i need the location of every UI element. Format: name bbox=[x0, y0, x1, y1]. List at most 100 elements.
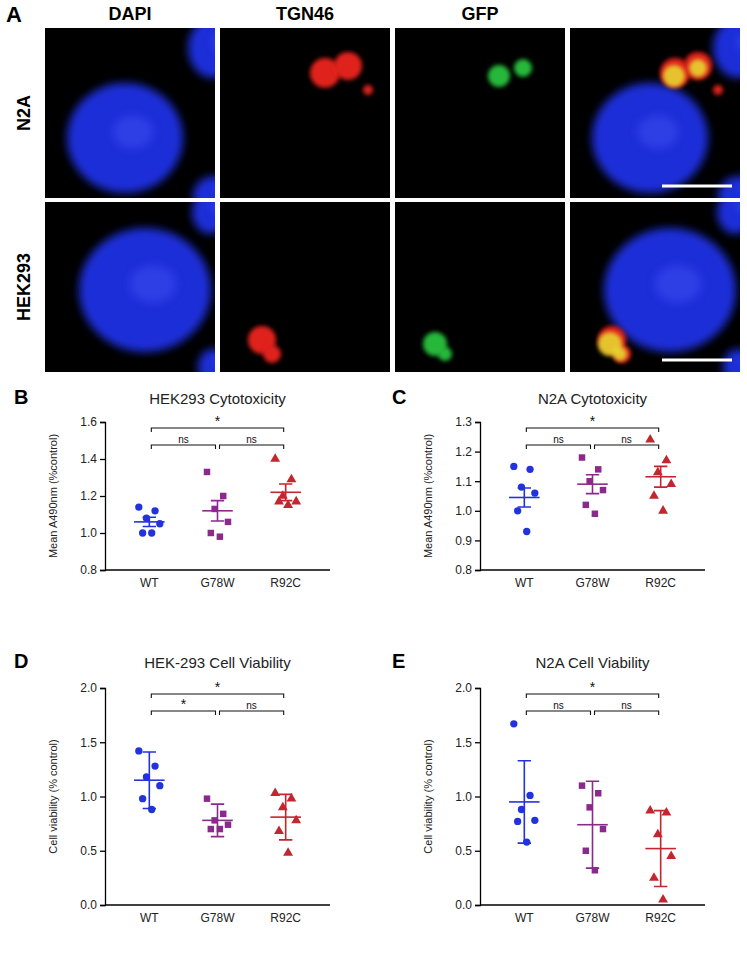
error-bar bbox=[654, 811, 667, 887]
data-point bbox=[600, 487, 606, 493]
y-axis: 0.00.51.01.52.0 bbox=[455, 681, 480, 912]
x-tick: R92C bbox=[270, 570, 301, 590]
nucleus-texture bbox=[638, 116, 679, 149]
significance-bracket bbox=[595, 711, 659, 715]
data-point bbox=[135, 503, 142, 510]
y-tick-mark bbox=[475, 688, 480, 689]
data-point bbox=[135, 747, 142, 754]
micrograph bbox=[395, 202, 565, 372]
data-point bbox=[220, 811, 226, 817]
panel-a: ADAPITGN46GFPN2AHEK293 bbox=[6, 2, 747, 385]
gfp-signal bbox=[663, 65, 685, 87]
y-tick-mark bbox=[100, 851, 105, 852]
gfp-signal bbox=[514, 59, 532, 77]
data-point bbox=[139, 795, 146, 802]
data-point bbox=[583, 848, 589, 854]
y-axis-title: Mean A490nm (%control) bbox=[47, 434, 59, 558]
significance-label: * bbox=[590, 679, 596, 695]
data-point bbox=[526, 466, 533, 473]
nucleus bbox=[592, 83, 708, 193]
data-point bbox=[148, 529, 155, 536]
y-tick-mark bbox=[475, 540, 480, 541]
significance-bracket bbox=[595, 445, 659, 449]
error-bar bbox=[518, 761, 531, 843]
nucleus bbox=[717, 202, 740, 234]
x-tick-label: WT bbox=[140, 576, 159, 590]
y-tick: 1.3 bbox=[455, 415, 480, 429]
y-tick-label: 0.0 bbox=[80, 898, 97, 912]
data-point bbox=[666, 850, 676, 859]
significance: *nsns bbox=[526, 413, 658, 449]
error-bar bbox=[143, 517, 156, 526]
row-label: N2A bbox=[14, 95, 34, 131]
nucleus-texture bbox=[212, 202, 215, 213]
y-tick-mark bbox=[100, 796, 105, 797]
panel-label: B bbox=[14, 386, 28, 408]
significance-bracket bbox=[220, 711, 284, 715]
data-point bbox=[151, 762, 158, 769]
data-point bbox=[510, 463, 517, 470]
y-tick: 0.5 bbox=[455, 844, 480, 858]
y-tick: 0.0 bbox=[80, 898, 105, 912]
y-tick-mark bbox=[100, 533, 105, 534]
data-point bbox=[291, 815, 301, 824]
image-content bbox=[67, 28, 215, 198]
data-point bbox=[283, 847, 293, 856]
data-point bbox=[600, 826, 606, 832]
x-axis-line bbox=[480, 904, 705, 905]
data-point bbox=[270, 453, 280, 462]
image-content bbox=[598, 202, 740, 372]
y-tick-mark bbox=[100, 905, 105, 906]
data-point bbox=[595, 790, 601, 796]
x-tick-label: WT bbox=[140, 911, 159, 925]
x-axis-line bbox=[105, 904, 330, 905]
plot-marks bbox=[134, 453, 301, 540]
y-tick-label: 0.5 bbox=[455, 844, 472, 858]
y-tick-mark bbox=[100, 688, 105, 689]
plot-marks bbox=[509, 434, 676, 535]
image-content bbox=[592, 28, 740, 198]
x-axis: WT G78W R92C bbox=[105, 570, 330, 590]
data-point bbox=[645, 805, 655, 814]
tgn46-signal bbox=[684, 52, 712, 80]
x-tick-label: R92C bbox=[645, 911, 676, 925]
micrograph bbox=[45, 18, 238, 216]
x-tick-label: G78W bbox=[575, 911, 610, 925]
data-point bbox=[208, 530, 214, 536]
significance-bracket bbox=[151, 445, 215, 449]
y-tick-label: 1.4 bbox=[80, 452, 97, 466]
data-point bbox=[531, 817, 538, 824]
panel-label: A bbox=[6, 2, 22, 27]
data-point bbox=[291, 496, 301, 505]
column-header: TGN46 bbox=[276, 4, 334, 24]
nucleus bbox=[188, 28, 215, 78]
tgn46-signal bbox=[363, 85, 373, 95]
significance-bracket bbox=[526, 711, 590, 715]
data-point bbox=[156, 782, 163, 789]
scale-bar bbox=[662, 185, 732, 188]
significance-label: * bbox=[215, 679, 221, 695]
nucleus bbox=[198, 349, 215, 372]
plot-marks bbox=[509, 720, 676, 902]
image-background bbox=[220, 202, 390, 372]
data-point bbox=[151, 507, 158, 514]
y-tick-label: 1.0 bbox=[455, 504, 472, 518]
y-tick-mark bbox=[475, 511, 480, 512]
y-tick-mark bbox=[475, 570, 480, 571]
data-point bbox=[204, 795, 210, 801]
x-tick: G78W bbox=[575, 905, 610, 925]
nucleus bbox=[79, 228, 211, 352]
y-tick-mark bbox=[475, 422, 480, 423]
chart: 0.81.01.21.41.6WTG78WR92C*nsnsHEK293 Cyt… bbox=[14, 386, 330, 590]
data-point bbox=[661, 455, 671, 464]
y-tick: 2.0 bbox=[80, 681, 105, 695]
y-tick-mark bbox=[475, 851, 480, 852]
x-tick: G78W bbox=[575, 570, 610, 590]
data-point bbox=[579, 454, 585, 460]
data-point bbox=[658, 505, 668, 514]
significance: *nsns bbox=[151, 413, 283, 449]
y-tick-label: 1.5 bbox=[80, 736, 97, 750]
x-tick: G78W bbox=[200, 570, 235, 590]
x-tick-label: G78W bbox=[200, 576, 235, 590]
data-point bbox=[274, 826, 284, 835]
